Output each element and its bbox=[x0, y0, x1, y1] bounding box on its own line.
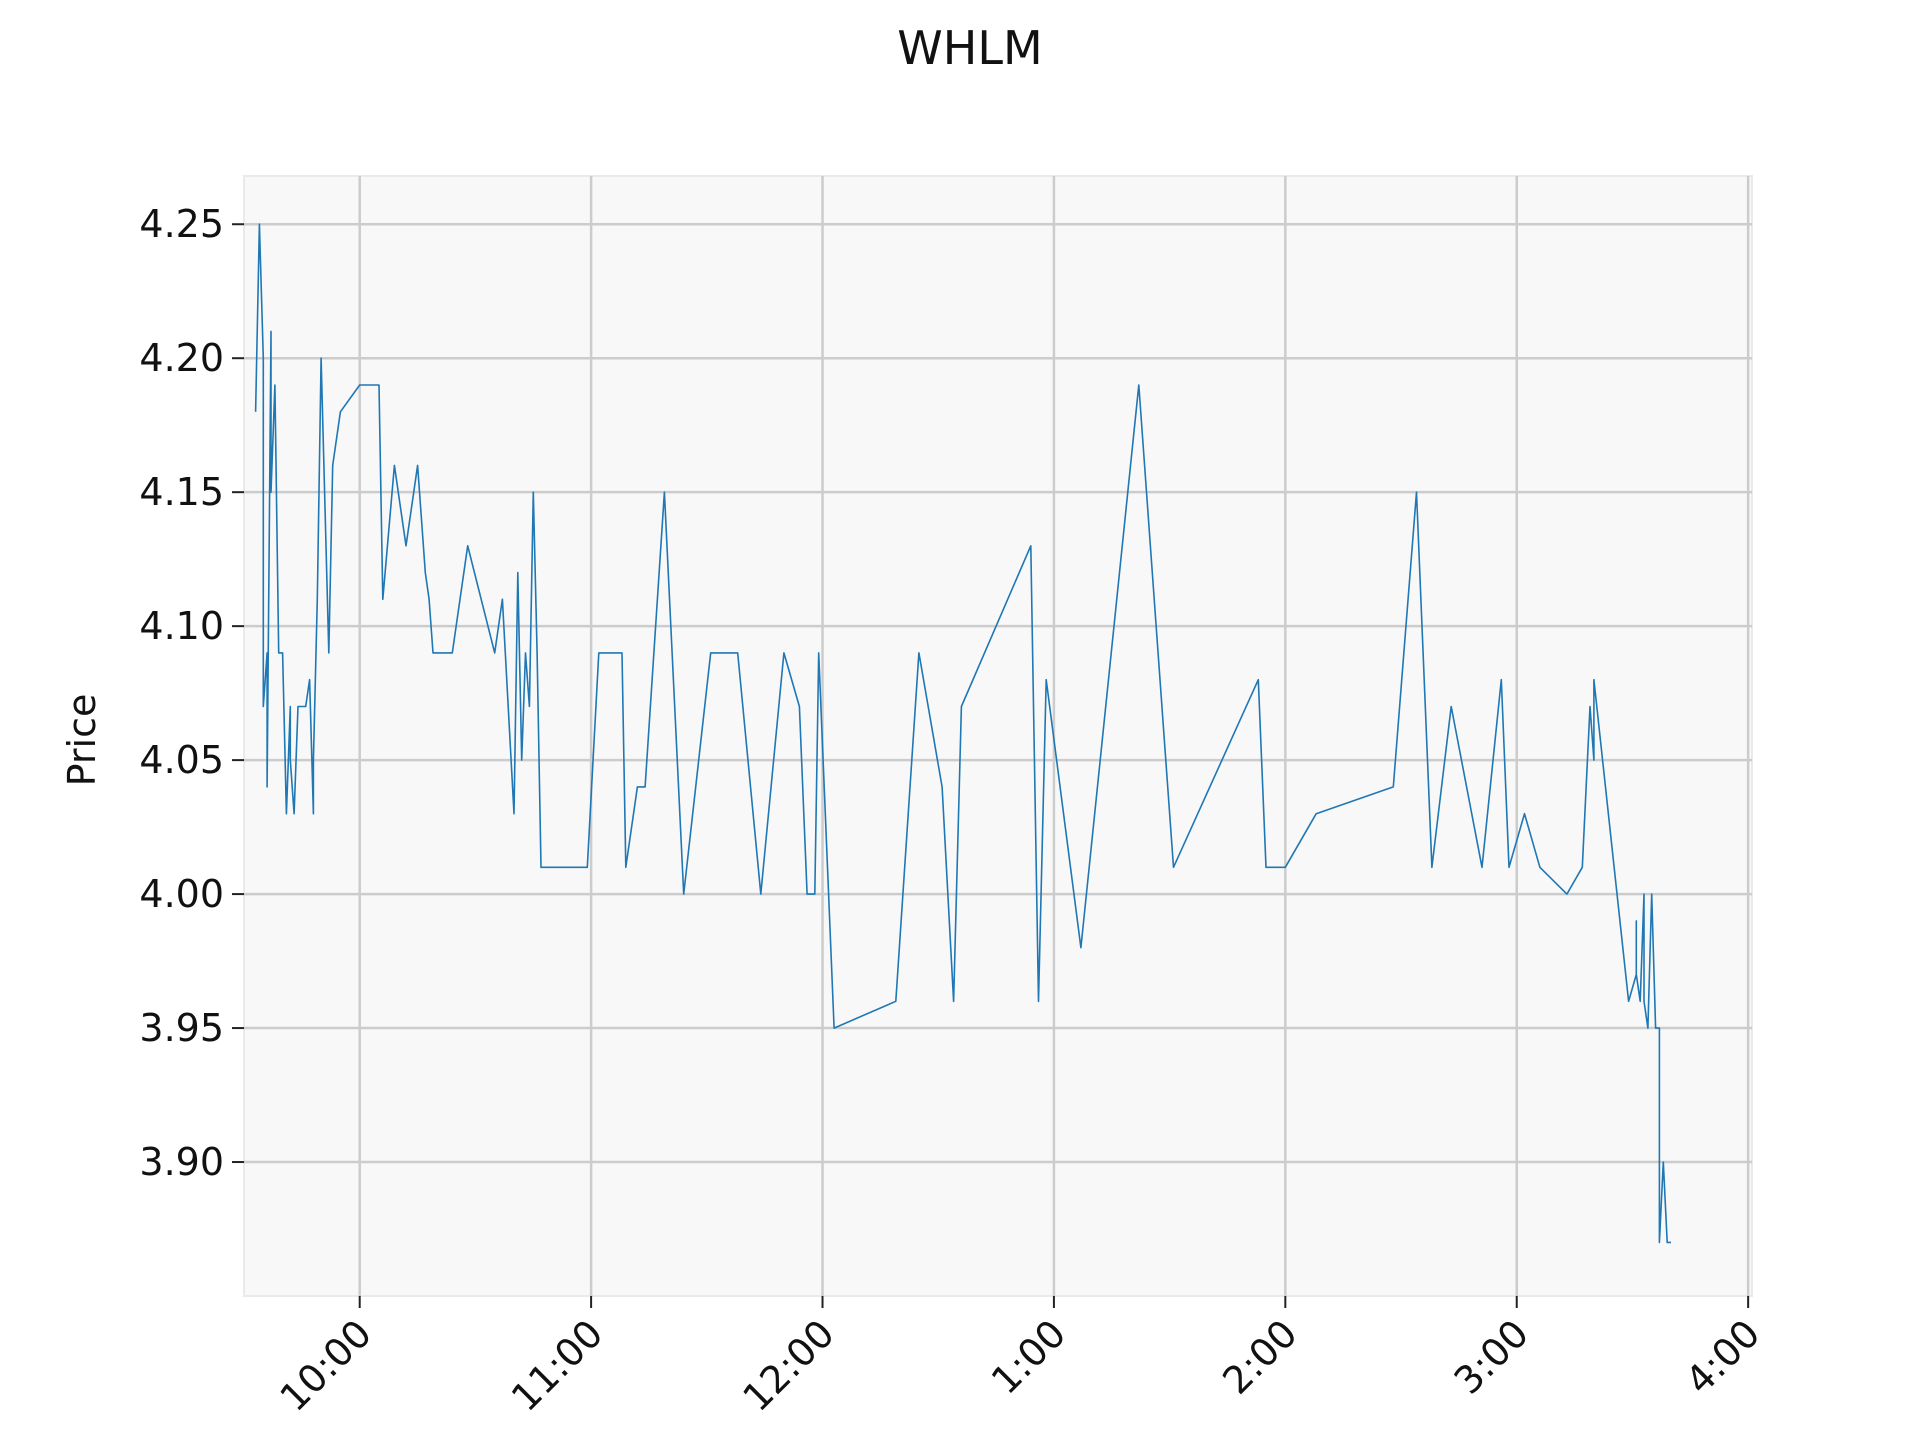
x-tick-label: 3:00 bbox=[1446, 1311, 1537, 1402]
plot-area bbox=[243, 175, 1753, 1297]
y-tick-label: 4.25 bbox=[139, 202, 224, 246]
x-tick-label: 1:00 bbox=[983, 1311, 1074, 1402]
y-axis-label: Price bbox=[60, 694, 104, 787]
x-tick-label: 4:00 bbox=[1677, 1311, 1768, 1402]
x-axis: 10:00 11:00 12:00 1:00 2:00 3:00 4:00 bbox=[272, 1296, 1769, 1420]
y-tick-label: 4.20 bbox=[139, 336, 224, 380]
y-tick-label: 3.90 bbox=[139, 1140, 224, 1184]
grid-lines bbox=[244, 176, 1752, 1296]
y-tick-label: 4.15 bbox=[139, 470, 224, 514]
y-tick-label: 4.10 bbox=[139, 604, 224, 648]
x-tick-label: 10:00 bbox=[272, 1311, 381, 1420]
y-tick-label: 3.95 bbox=[139, 1006, 224, 1050]
y-tick-label: 4.00 bbox=[139, 872, 224, 916]
series-layer bbox=[254, 223, 1671, 1244]
x-tick-label: 11:00 bbox=[503, 1311, 612, 1420]
y-axis: 3.90 3.95 4.00 4.05 4.10 4.15 4.20 4.25 bbox=[139, 202, 244, 1184]
y-tick-label: 4.05 bbox=[139, 738, 224, 782]
x-tick-label: 2:00 bbox=[1214, 1311, 1305, 1402]
x-tick-label: 12:00 bbox=[734, 1311, 843, 1420]
price-line bbox=[254, 223, 1671, 1244]
chart-title: WHLM bbox=[897, 21, 1042, 75]
